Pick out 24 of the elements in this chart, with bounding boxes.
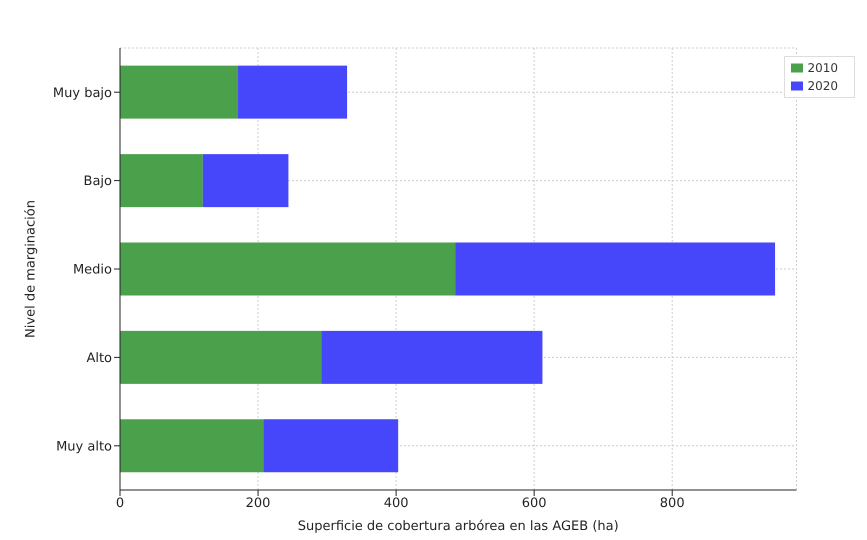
x-axis-title: Superficie de cobertura arbórea en las AGEB (ha) <box>298 519 619 534</box>
bar <box>120 154 203 208</box>
x-tick-label: 600 <box>522 496 547 512</box>
x-tick-label: 200 <box>246 496 270 512</box>
bar <box>202 154 288 208</box>
legend-label: 2010 <box>807 61 838 75</box>
y-tick-label: Medio <box>72 262 112 278</box>
x-tick-label: 0 <box>116 496 124 512</box>
y-tick-label: Muy alto <box>56 439 112 454</box>
bar <box>264 419 398 472</box>
bar <box>120 419 264 472</box>
bar <box>322 330 542 384</box>
y-tick-label: Alto <box>86 351 112 366</box>
bar <box>120 66 238 119</box>
bar <box>238 66 348 119</box>
y-tick-label: Muy bajo <box>52 86 112 101</box>
x-tick-label: 400 <box>384 496 409 512</box>
bar <box>120 242 456 296</box>
bar <box>455 242 776 296</box>
y-tick-label: Bajo <box>84 174 112 190</box>
bar <box>120 330 322 384</box>
x-tick-label: 800 <box>660 496 685 512</box>
legend-label: 2020 <box>807 79 838 93</box>
y-axis-title: Nivel de marginación <box>24 200 39 338</box>
